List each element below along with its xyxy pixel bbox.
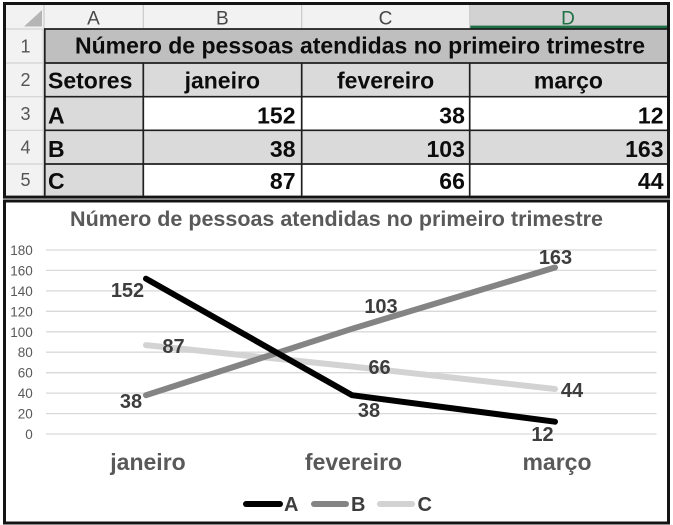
svg-text:163: 163: [539, 247, 572, 269]
svg-text:163: 163: [625, 136, 663, 162]
svg-text:60: 60: [18, 366, 33, 381]
svg-text:0: 0: [25, 427, 33, 442]
svg-text:fevereiro: fevereiro: [305, 449, 402, 475]
svg-text:44: 44: [638, 168, 664, 194]
svg-text:40: 40: [18, 386, 33, 401]
svg-text:B: B: [351, 494, 365, 516]
svg-text:100: 100: [10, 325, 33, 340]
svg-text:66: 66: [439, 168, 465, 194]
svg-text:C: C: [379, 8, 393, 29]
svg-text:152: 152: [111, 280, 144, 302]
svg-text:B: B: [216, 8, 229, 29]
svg-text:20: 20: [18, 407, 33, 422]
svg-text:44: 44: [561, 380, 584, 402]
svg-text:A: A: [284, 494, 298, 516]
svg-text:março: março: [534, 67, 603, 93]
svg-text:4: 4: [20, 138, 30, 158]
svg-text:Número de pessoas atendidas no: Número de pessoas atendidas no primeiro …: [70, 207, 603, 231]
svg-text:D: D: [561, 8, 575, 29]
svg-text:5: 5: [20, 170, 30, 190]
svg-text:janeiro: janeiro: [184, 67, 260, 93]
svg-text:2: 2: [20, 70, 30, 90]
svg-text:fevereiro: fevereiro: [337, 67, 434, 93]
svg-text:38: 38: [270, 136, 296, 162]
svg-text:C: C: [418, 494, 432, 516]
svg-text:103: 103: [364, 296, 397, 318]
svg-text:A: A: [48, 102, 65, 128]
svg-text:103: 103: [427, 136, 465, 162]
svg-text:12: 12: [531, 424, 553, 446]
svg-text:12: 12: [638, 102, 664, 128]
svg-text:120: 120: [10, 304, 33, 319]
svg-text:C: C: [48, 168, 65, 194]
svg-text:3: 3: [20, 104, 30, 124]
svg-text:87: 87: [162, 336, 184, 358]
svg-text:Número de pessoas atendidas no: Número de pessoas atendidas no primeiro …: [75, 33, 645, 59]
svg-text:38: 38: [120, 391, 142, 413]
svg-text:140: 140: [10, 284, 33, 299]
svg-text:160: 160: [10, 263, 33, 278]
svg-text:152: 152: [257, 102, 295, 128]
svg-text:1: 1: [20, 36, 30, 56]
svg-text:março: março: [522, 449, 591, 475]
svg-text:38: 38: [358, 400, 380, 422]
svg-text:80: 80: [18, 345, 33, 360]
svg-text:87: 87: [270, 168, 296, 194]
svg-text:janeiro: janeiro: [109, 449, 185, 475]
svg-text:66: 66: [368, 357, 390, 379]
svg-text:A: A: [87, 8, 100, 29]
svg-text:38: 38: [439, 102, 465, 128]
svg-text:B: B: [48, 136, 65, 162]
svg-text:Setores: Setores: [48, 67, 132, 93]
svg-text:180: 180: [10, 243, 33, 258]
